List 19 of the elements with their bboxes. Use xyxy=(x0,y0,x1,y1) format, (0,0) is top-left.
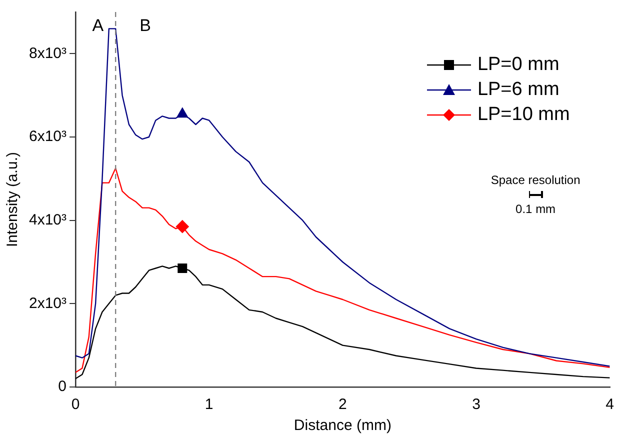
x-tick-label: 3 xyxy=(472,396,480,414)
y-tick-label: 4x10³ xyxy=(28,211,67,228)
x-tick-label: 0 xyxy=(71,396,80,414)
y-tick-label: 2x10³ xyxy=(28,294,67,312)
y-tick-label: 8x10³ xyxy=(28,44,67,62)
y-axis-title: Intensity (a.u.) xyxy=(4,152,22,248)
annotation: A xyxy=(92,16,104,36)
y-tick-label: 0 xyxy=(58,378,67,396)
x-tick-label: 1 xyxy=(204,396,214,414)
x-tick-label: 4 xyxy=(606,396,614,414)
legend-label: LP=6 mm xyxy=(477,78,560,102)
x-axis-title: Distance (mm) xyxy=(294,417,392,434)
x-tick-label: 2 xyxy=(338,396,347,414)
legend-label: LP=0 mm xyxy=(477,53,560,77)
legend-label: LP=10 mm xyxy=(477,103,570,127)
annotation: B xyxy=(140,16,151,36)
y-tick-label: 6x10³ xyxy=(28,128,67,146)
annotation: Space resolution xyxy=(490,173,582,188)
annotation: 0.1 mm xyxy=(514,202,557,216)
